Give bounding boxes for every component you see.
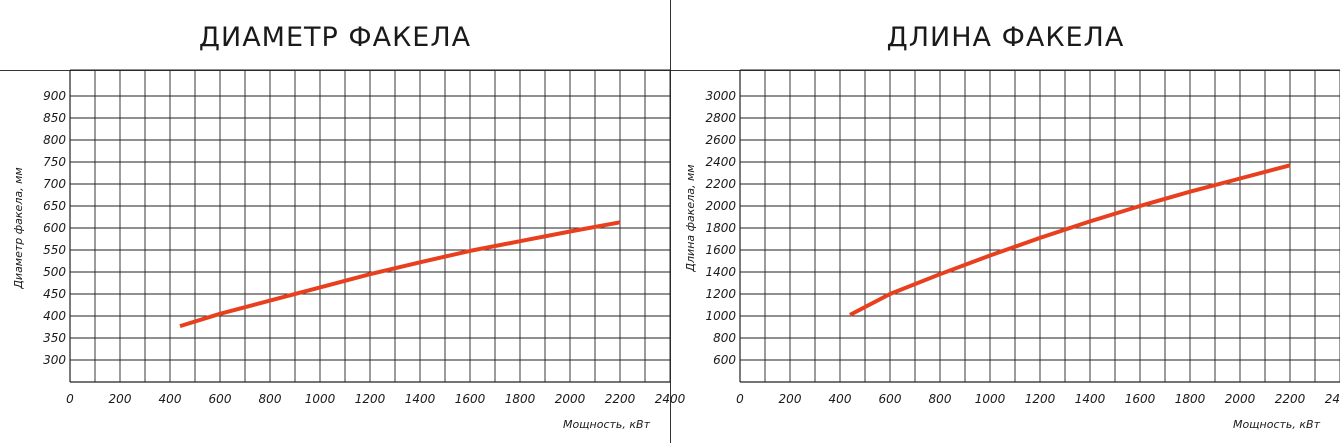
length-y-tick-label: 2200 [705,177,736,191]
length-y-tick-label: 2000 [705,199,736,213]
diameter-y-tick-label: 600 [43,221,66,235]
length-y-tick-label: 1000 [705,309,736,323]
length-x-tick-label: 2000 [1225,392,1256,406]
diameter-x-tick-label: 2000 [555,392,586,406]
chart-title-length: ДЛИНА ФАКЕЛА [886,22,1125,53]
length-x-tick-label: 1000 [975,392,1006,406]
length-x-tick-label: 200 [779,392,802,406]
length-x-tick-label: 1600 [1125,392,1156,406]
diameter-x-tick-label: 1400 [405,392,436,406]
length-y-tick-label: 1200 [705,287,736,301]
diameter-x-tick-label: 1000 [305,392,336,406]
diameter-y-tick-label: 500 [43,265,66,279]
diameter-y-tick-label: 650 [43,199,66,213]
diameter-x-tick-label: 1200 [355,392,386,406]
diameter-x-tick-label: 2200 [605,392,636,406]
diameter-y-tick-label: 450 [43,287,66,301]
length-y-tick-label: 1400 [705,265,736,279]
diameter-x-tick-label: 1800 [505,392,536,406]
diameter-y-axis-title: Диаметр факела, мм [12,167,25,289]
diameter-x-tick-label: 0 [66,392,74,406]
length-y-axis-title: Длина факела, мм [684,164,697,272]
length-y-tick-label: 2800 [705,111,736,125]
diameter-y-tick-label: 300 [43,353,66,367]
diameter-y-tick-label: 350 [43,331,66,345]
length-x-tick-label: 2400 [1325,392,1340,406]
diameter-y-tick-label: 900 [43,89,66,103]
diameter-x-tick-label: 200 [109,392,132,406]
diameter-y-tick-label: 800 [43,133,66,147]
length-x-tick-label: 1200 [1025,392,1056,406]
length-x-tick-label: 1400 [1075,392,1106,406]
length-x-tick-label: 2200 [1275,392,1306,406]
diameter-x-tick-label: 600 [209,392,232,406]
length-y-tick-label: 600 [713,353,736,367]
length-x-tick-label: 1800 [1175,392,1206,406]
panel-divider [670,0,671,443]
length-y-tick-label: 2600 [705,133,736,147]
diameter-x-tick-label: 400 [159,392,182,406]
chart-title-diameter: ДИАМЕТР ФАКЕЛА [198,22,472,53]
diameter-y-tick-label: 750 [43,155,66,169]
length-x-axis-title: Мощность, кВт [1233,418,1321,431]
length-x-tick-label: 600 [879,392,902,406]
length-x-tick-label: 400 [829,392,852,406]
length-y-tick-label: 3000 [705,89,736,103]
diameter-x-tick-label: 2400 [655,392,686,406]
length-x-tick-label: 800 [929,392,952,406]
length-y-tick-label: 1800 [705,221,736,235]
diameter-x-tick-label: 1600 [455,392,486,406]
length-y-tick-label: 1600 [705,243,736,257]
diameter-x-tick-label: 800 [259,392,282,406]
diameter-series-line [179,220,621,329]
diameter-y-tick-label: 550 [43,243,66,257]
length-y-tick-label: 2400 [705,155,736,169]
length-x-tick-label: 0 [736,392,744,406]
length-series-line [849,163,1291,317]
diameter-y-tick-label: 400 [43,309,66,323]
diameter-x-axis-title: Мощность, кВт [563,418,651,431]
length-y-tick-label: 800 [713,331,736,345]
diameter-y-tick-label: 850 [43,111,66,125]
diameter-y-tick-label: 700 [43,177,66,191]
